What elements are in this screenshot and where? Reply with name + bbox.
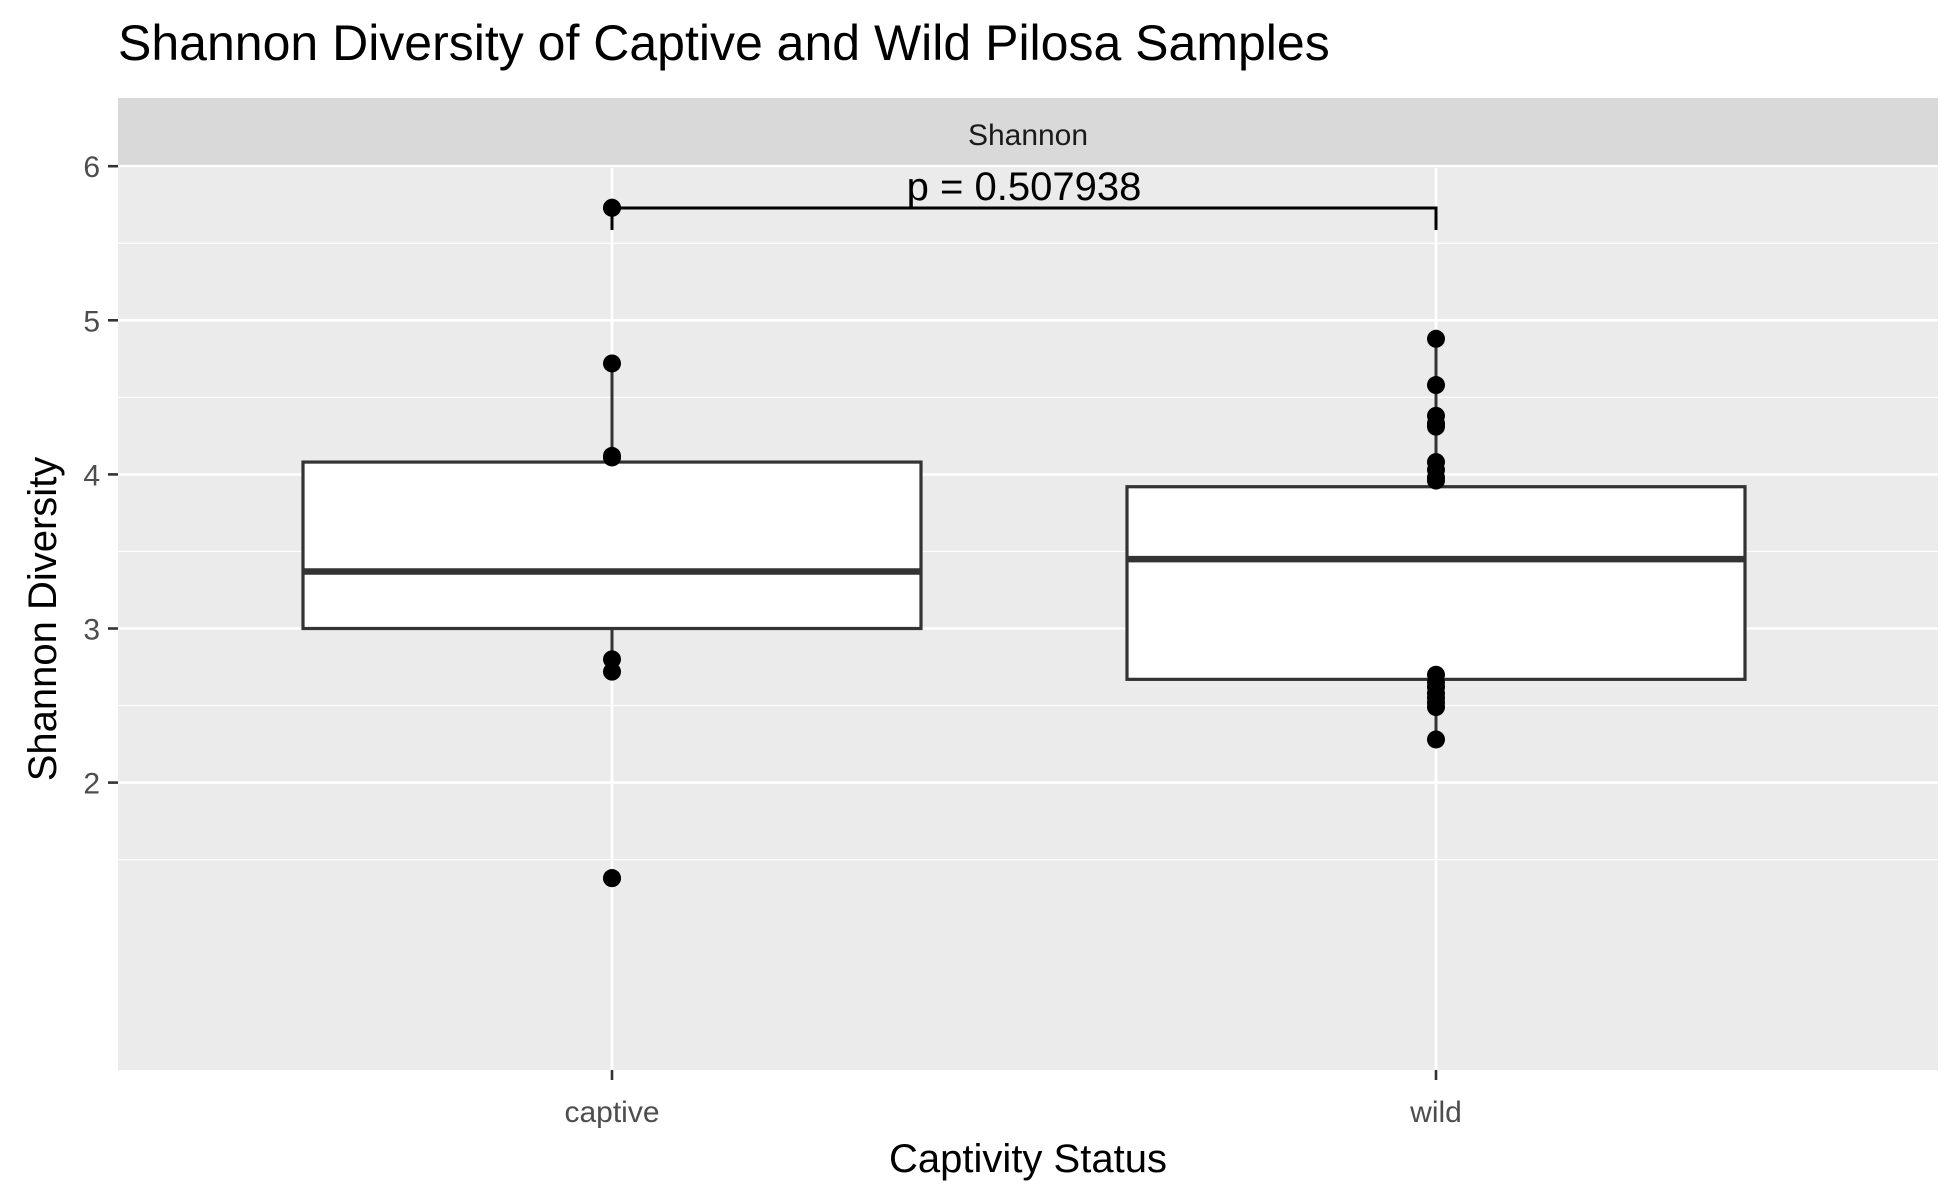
y-tick-label: 5: [83, 305, 100, 338]
data-point-wild: [1427, 417, 1445, 436]
box-captive: [301, 460, 923, 631]
y-axis-title: Shannon Diversity: [21, 457, 65, 782]
data-point-wild: [1427, 329, 1445, 348]
y-tick-label: 6: [83, 151, 100, 184]
box-wild: [1125, 485, 1747, 681]
chart-title: Shannon Diversity of Captive and Wild Pi…: [118, 15, 1330, 71]
chart-marks: [301, 198, 1747, 888]
chart-axes: 2 3 4 5 6 captive wild: [83, 151, 1462, 1129]
y-tick-label: 3: [83, 614, 100, 647]
facet-strip: [118, 98, 1938, 168]
facet-label: Shannon: [968, 119, 1088, 152]
y-tick-label: 4: [83, 459, 100, 492]
data-point-captive: [603, 662, 621, 681]
x-tick-label: wild: [1409, 1096, 1462, 1129]
data-point-wild: [1427, 698, 1445, 717]
x-axis-title: Captivity Status: [889, 1137, 1167, 1181]
data-point-captive: [603, 650, 621, 669]
y-tick-label: 2: [83, 768, 100, 801]
data-point-wild: [1427, 376, 1445, 395]
data-point-wild: [1427, 471, 1445, 490]
significance-annotation: p = 0.507938: [610, 165, 1438, 230]
p-value-label: p = 0.507938: [907, 165, 1142, 209]
significance-bracket: [610, 206, 1438, 230]
data-point-wild: [1427, 730, 1445, 749]
x-tick-label: captive: [564, 1096, 659, 1129]
data-point-captive: [603, 869, 621, 888]
data-point-captive: [603, 448, 621, 467]
data-point-captive: [603, 354, 621, 373]
